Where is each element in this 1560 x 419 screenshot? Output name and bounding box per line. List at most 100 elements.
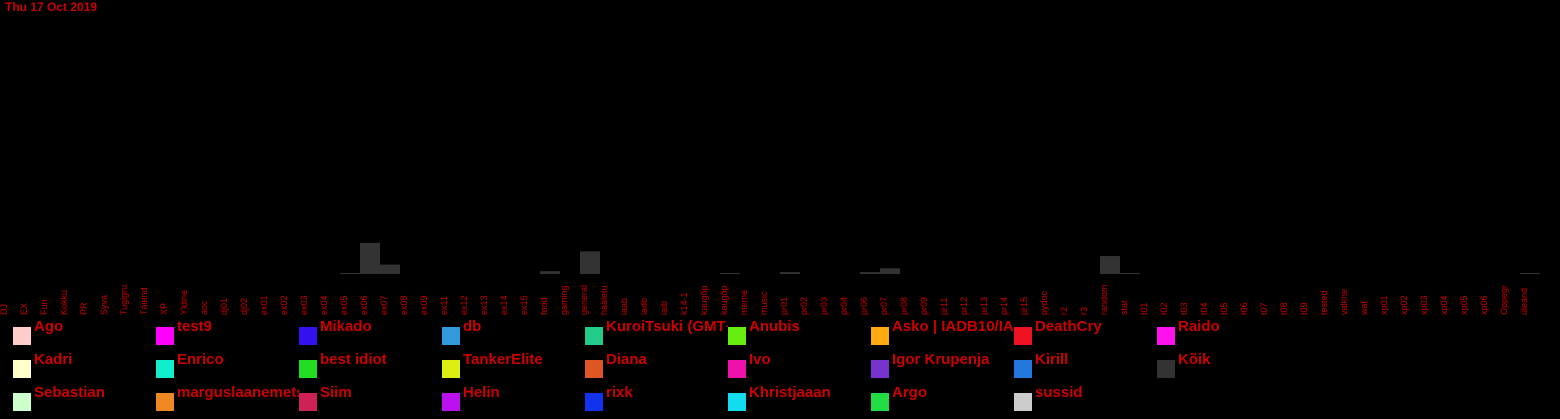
bar-general <box>580 251 600 274</box>
x-tick-label: pr09 <box>919 297 929 315</box>
x-tick-label: PR <box>79 302 89 315</box>
legend-item: Kirill <box>1014 349 1157 379</box>
legend-swatch <box>585 360 603 378</box>
legend-item: TankerElite <box>442 349 585 379</box>
legend-label: Enrico <box>177 351 224 368</box>
legend-swatch <box>871 327 889 345</box>
legend-label: Kõik <box>1178 351 1211 368</box>
legend: Ago test9 Mikado db KuroiTsuki (GMT+2) Anubis… <box>0 316 1560 419</box>
legend-label: Mikado <box>320 318 372 335</box>
x-tick-label: xp04 <box>1439 295 1449 315</box>
legend-swatch <box>1014 360 1032 378</box>
legend-item: Sebastian <box>13 382 156 412</box>
legend-item: Enrico <box>156 349 299 379</box>
x-tick-label: EX <box>19 303 29 315</box>
x-tick-label: pr14 <box>999 297 1009 315</box>
legend-label: rixk <box>606 384 633 401</box>
legend-label: marguslaanemets <box>177 384 299 401</box>
x-tick-label: wat <box>1359 300 1369 316</box>
x-tick-labels: DJ EX Fun Kokku PR Syva Tugigru Täiend XP Yldine a… <box>0 284 1529 316</box>
legend-item: Siim <box>299 382 442 412</box>
x-tick-label: Yldine <box>179 290 189 315</box>
legend-item: Igor Krupenja <box>871 349 1014 379</box>
legend-swatch <box>442 393 460 411</box>
bar-food <box>540 271 560 274</box>
legend-swatch <box>585 393 603 411</box>
legend-swatch <box>13 393 31 411</box>
legend-swatch <box>1157 360 1175 378</box>
legend-swatch <box>1157 327 1175 345</box>
x-tick-label: ex14 <box>499 295 509 315</box>
x-tick-label: random <box>1099 284 1109 315</box>
x-tick-label: ex08 <box>399 295 409 315</box>
x-tick-label: ex02 <box>279 295 289 315</box>
x-tick-label: gaming <box>559 285 569 315</box>
x-tick-label: ex07 <box>379 295 389 315</box>
legend-item: Argo <box>871 382 1014 412</box>
x-tick-label: kaugõp <box>719 285 729 315</box>
legend-label: Siim <box>320 384 352 401</box>
legend-swatch <box>442 360 460 378</box>
x-tick-label: pr15 <box>1019 297 1029 315</box>
x-tick-label: iadb <box>639 298 649 315</box>
legend-label: Ago <box>34 318 64 335</box>
x-tick-label: t03 <box>1179 302 1189 315</box>
legend-swatch <box>728 360 746 378</box>
legend-label: Anubis <box>749 318 800 335</box>
bar-pr07 <box>880 268 900 274</box>
x-tick-label: pr08 <box>899 297 909 315</box>
x-tick-label: aoc <box>199 300 209 315</box>
x-tick-label: ex12 <box>459 295 469 315</box>
x-tick-label: XP <box>159 303 169 315</box>
x-tick-label: ex04 <box>319 295 329 315</box>
x-tick-label: ex06 <box>359 295 369 315</box>
legend-swatch <box>871 360 889 378</box>
legend-label: Raido <box>1178 318 1220 335</box>
legend-swatch <box>728 327 746 345</box>
x-tick-label: pr02 <box>799 297 809 315</box>
x-tick-label: ex11 <box>439 296 449 315</box>
legend-item: test9 <box>156 316 299 346</box>
legend-item: Khristjaaan <box>728 382 871 412</box>
x-tick-label: Täiend <box>139 287 149 315</box>
legend-item: Kõik <box>1157 349 1300 379</box>
bar-random <box>1100 256 1120 274</box>
legend-swatch <box>13 360 31 378</box>
x-tick-label: valkne <box>1339 289 1349 315</box>
x-tick-label: Syva <box>99 295 109 315</box>
x-tick-label: dj01 <box>219 298 229 315</box>
legend-label: best idiot <box>320 351 387 368</box>
legend-item: KuroiTsuki (GMT+2) <box>585 316 728 346</box>
legend-item: Raido <box>1157 316 1300 346</box>
x-tick-label: xp06 <box>1479 295 1489 315</box>
x-tick-label: pr03 <box>819 297 829 315</box>
legend-label: Kadri <box>34 351 73 368</box>
legend-item: db <box>442 316 585 346</box>
x-tick-label: iaib <box>659 301 669 315</box>
legend-swatch <box>13 327 31 345</box>
legend-item: marguslaanemets <box>156 382 299 412</box>
legend-item: Asko | IADB10/IAIB12 <box>871 316 1014 346</box>
legend-label: sussid <box>1035 384 1083 401</box>
x-tick-label: ex15 <box>519 295 529 315</box>
x-tick-label: Tugigru <box>119 285 129 315</box>
x-tick-label: pr01 <box>779 297 789 315</box>
x-tick-label: meme <box>739 290 749 315</box>
x-tick-label: t02 <box>1159 302 1169 315</box>
legend-swatch <box>299 327 317 345</box>
x-tick-label: pr12 <box>959 297 969 315</box>
x-tick-label: xp03 <box>1419 295 1429 315</box>
legend-swatch <box>871 393 889 411</box>
bar-kaugõp <box>720 273 740 274</box>
bar-chart: DJ EX Fun Kokku PR Syva Tugigru Täiend XP Yldine a… <box>0 242 1540 316</box>
x-tick-label: pydoc <box>1039 290 1049 315</box>
x-tick-label: tested <box>1319 290 1329 315</box>
x-tick-label: food <box>539 297 549 315</box>
legend-item: Ivo <box>728 349 871 379</box>
x-tick-label: ex03 <box>299 295 309 315</box>
legend-swatch <box>585 327 603 345</box>
bar-üleand <box>1520 273 1540 274</box>
x-tick-label: k14-1 <box>679 292 689 315</box>
x-tick-label: stat <box>1119 300 1129 315</box>
legend-swatch <box>156 360 174 378</box>
